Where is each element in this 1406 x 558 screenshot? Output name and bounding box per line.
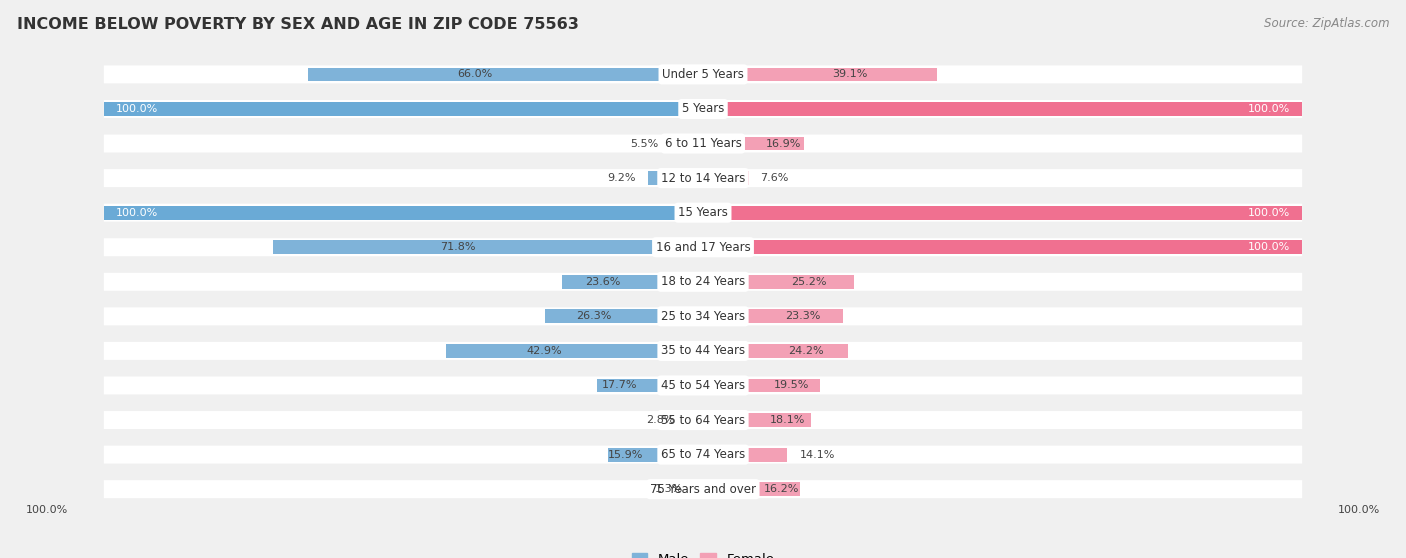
- Bar: [703, 137, 804, 151]
- Text: 39.1%: 39.1%: [832, 69, 868, 79]
- Text: 15 Years: 15 Years: [678, 206, 728, 219]
- Text: 2.8%: 2.8%: [645, 415, 675, 425]
- Text: 100.0%: 100.0%: [115, 104, 157, 114]
- Text: 23.3%: 23.3%: [785, 311, 821, 321]
- Bar: [703, 206, 1302, 220]
- Bar: [598, 378, 703, 392]
- Text: 26.3%: 26.3%: [576, 311, 612, 321]
- FancyBboxPatch shape: [104, 204, 1302, 222]
- Text: 100.0%: 100.0%: [1337, 505, 1379, 515]
- FancyBboxPatch shape: [104, 65, 1302, 83]
- Text: 100.0%: 100.0%: [1249, 242, 1291, 252]
- Text: 1.3%: 1.3%: [655, 484, 683, 494]
- Text: Under 5 Years: Under 5 Years: [662, 68, 744, 81]
- Text: 55 to 64 Years: 55 to 64 Years: [661, 413, 745, 426]
- Text: 75 Years and over: 75 Years and over: [650, 483, 756, 496]
- Text: 100.0%: 100.0%: [115, 208, 157, 218]
- Bar: [703, 482, 800, 496]
- Text: 100.0%: 100.0%: [1249, 208, 1291, 218]
- Bar: [686, 413, 703, 427]
- Text: Source: ZipAtlas.com: Source: ZipAtlas.com: [1264, 17, 1389, 30]
- Bar: [607, 448, 703, 461]
- Text: 45 to 54 Years: 45 to 54 Years: [661, 379, 745, 392]
- Bar: [648, 171, 703, 185]
- Text: 100.0%: 100.0%: [1249, 104, 1291, 114]
- Text: 25.2%: 25.2%: [790, 277, 827, 287]
- FancyBboxPatch shape: [104, 238, 1302, 256]
- Text: 5.5%: 5.5%: [630, 138, 658, 148]
- Text: 66.0%: 66.0%: [458, 69, 494, 79]
- FancyBboxPatch shape: [104, 273, 1302, 291]
- Bar: [695, 482, 703, 496]
- Bar: [703, 102, 1302, 116]
- FancyBboxPatch shape: [104, 411, 1302, 429]
- Bar: [561, 275, 703, 288]
- Legend: Male, Female: Male, Female: [626, 547, 780, 558]
- Text: 18 to 24 Years: 18 to 24 Years: [661, 275, 745, 288]
- Bar: [703, 448, 787, 461]
- Text: 6 to 11 Years: 6 to 11 Years: [665, 137, 741, 150]
- Bar: [703, 310, 842, 323]
- Text: 71.8%: 71.8%: [440, 242, 475, 252]
- Text: 16.9%: 16.9%: [766, 138, 801, 148]
- Text: 42.9%: 42.9%: [527, 346, 562, 356]
- Text: 15.9%: 15.9%: [607, 450, 643, 460]
- Bar: [703, 413, 811, 427]
- Text: 18.1%: 18.1%: [769, 415, 804, 425]
- Text: 12 to 14 Years: 12 to 14 Years: [661, 172, 745, 185]
- FancyBboxPatch shape: [104, 169, 1302, 187]
- FancyBboxPatch shape: [104, 100, 1302, 118]
- Text: 24.2%: 24.2%: [787, 346, 824, 356]
- FancyBboxPatch shape: [104, 342, 1302, 360]
- Bar: [703, 344, 848, 358]
- Text: 25 to 34 Years: 25 to 34 Years: [661, 310, 745, 323]
- Bar: [104, 102, 703, 116]
- Bar: [446, 344, 703, 358]
- Bar: [273, 240, 703, 254]
- Text: 35 to 44 Years: 35 to 44 Years: [661, 344, 745, 358]
- FancyBboxPatch shape: [104, 480, 1302, 498]
- FancyBboxPatch shape: [104, 134, 1302, 152]
- Bar: [703, 275, 853, 288]
- Text: 23.6%: 23.6%: [585, 277, 620, 287]
- Text: 19.5%: 19.5%: [773, 381, 808, 391]
- FancyBboxPatch shape: [104, 307, 1302, 325]
- Bar: [703, 240, 1302, 254]
- Bar: [546, 310, 703, 323]
- Text: 100.0%: 100.0%: [27, 505, 69, 515]
- Text: INCOME BELOW POVERTY BY SEX AND AGE IN ZIP CODE 75563: INCOME BELOW POVERTY BY SEX AND AGE IN Z…: [17, 17, 579, 32]
- Text: 9.2%: 9.2%: [607, 173, 636, 183]
- Bar: [703, 171, 748, 185]
- Text: 14.1%: 14.1%: [800, 450, 835, 460]
- Bar: [703, 378, 820, 392]
- FancyBboxPatch shape: [104, 446, 1302, 464]
- Text: 16.2%: 16.2%: [763, 484, 799, 494]
- Bar: [703, 68, 938, 81]
- Bar: [671, 137, 703, 151]
- Bar: [104, 206, 703, 220]
- Text: 17.7%: 17.7%: [602, 381, 638, 391]
- Bar: [308, 68, 703, 81]
- FancyBboxPatch shape: [104, 377, 1302, 395]
- Text: 7.6%: 7.6%: [761, 173, 789, 183]
- Text: 65 to 74 Years: 65 to 74 Years: [661, 448, 745, 461]
- Text: 16 and 17 Years: 16 and 17 Years: [655, 240, 751, 254]
- Text: 5 Years: 5 Years: [682, 103, 724, 116]
